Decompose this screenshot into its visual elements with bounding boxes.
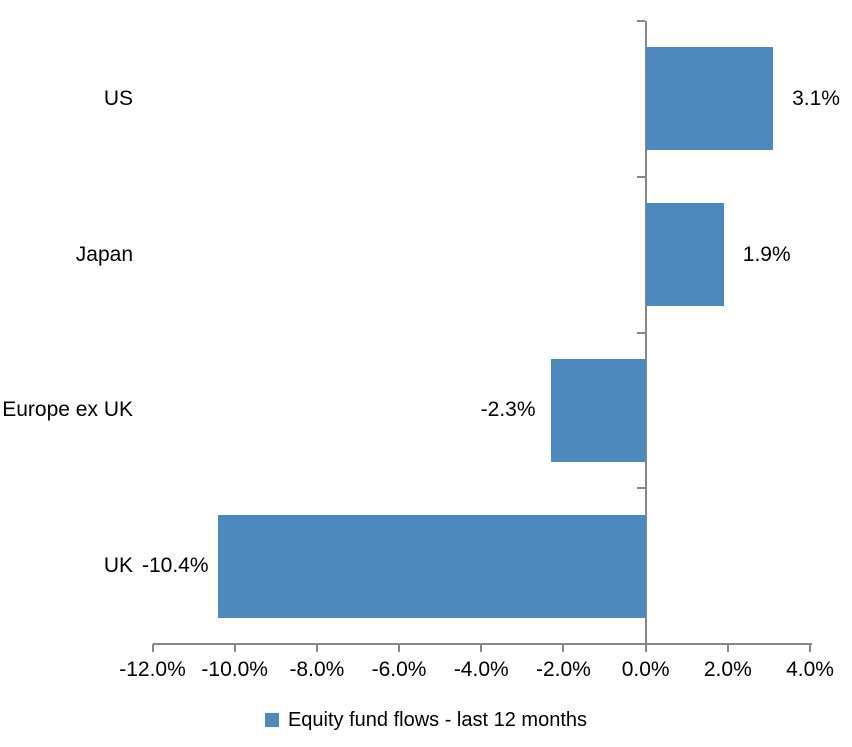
category-tick-mark xyxy=(636,643,645,645)
bar-us xyxy=(645,47,774,151)
legend-series-label: Equity fund flows - last 12 months xyxy=(287,709,588,731)
x-tick-label: -6.0% xyxy=(371,658,427,681)
x-tick-mark xyxy=(726,644,729,652)
value-label: -2.3% xyxy=(480,398,536,422)
value-label: 1.9% xyxy=(742,242,791,266)
zero-axis-line xyxy=(644,21,647,644)
bar-japan xyxy=(645,203,724,307)
x-tick-label: -2.0% xyxy=(536,658,591,681)
x-tick-mark xyxy=(151,644,154,652)
x-tick-label: 2.0% xyxy=(703,658,752,681)
category-label: Japan xyxy=(75,242,133,266)
x-tick-label: -12.0% xyxy=(119,658,186,681)
value-label: -10.4% xyxy=(141,554,209,578)
x-tick-mark xyxy=(562,644,565,652)
x-tick-label: 4.0% xyxy=(786,658,834,681)
x-tick-mark xyxy=(809,644,811,652)
category-tick-mark xyxy=(636,331,645,334)
category-tick-mark xyxy=(636,20,645,22)
bar-uk xyxy=(218,514,646,618)
category-label: US xyxy=(103,86,133,110)
x-tick-label: -10.0% xyxy=(201,658,268,681)
x-tick-mark xyxy=(233,644,236,652)
category-label: Europe ex UK xyxy=(2,398,133,422)
x-tick-mark xyxy=(315,644,318,652)
category-tick-mark xyxy=(636,487,645,490)
bar-europe-ex-uk xyxy=(551,358,646,462)
legend: Equity fund flows - last 12 months xyxy=(0,708,852,732)
x-tick-label: -8.0% xyxy=(289,658,345,681)
x-tick-mark xyxy=(398,644,401,652)
category-tick-mark xyxy=(636,175,645,178)
x-axis-line xyxy=(152,643,812,645)
legend-color-swatch xyxy=(264,713,279,727)
x-tick-mark xyxy=(644,644,647,652)
value-label: 3.1% xyxy=(792,86,840,110)
x-tick-label: 0.0% xyxy=(621,658,670,681)
x-tick-label: -4.0% xyxy=(453,658,509,681)
category-label: UK xyxy=(103,554,133,578)
x-tick-mark xyxy=(480,644,483,652)
